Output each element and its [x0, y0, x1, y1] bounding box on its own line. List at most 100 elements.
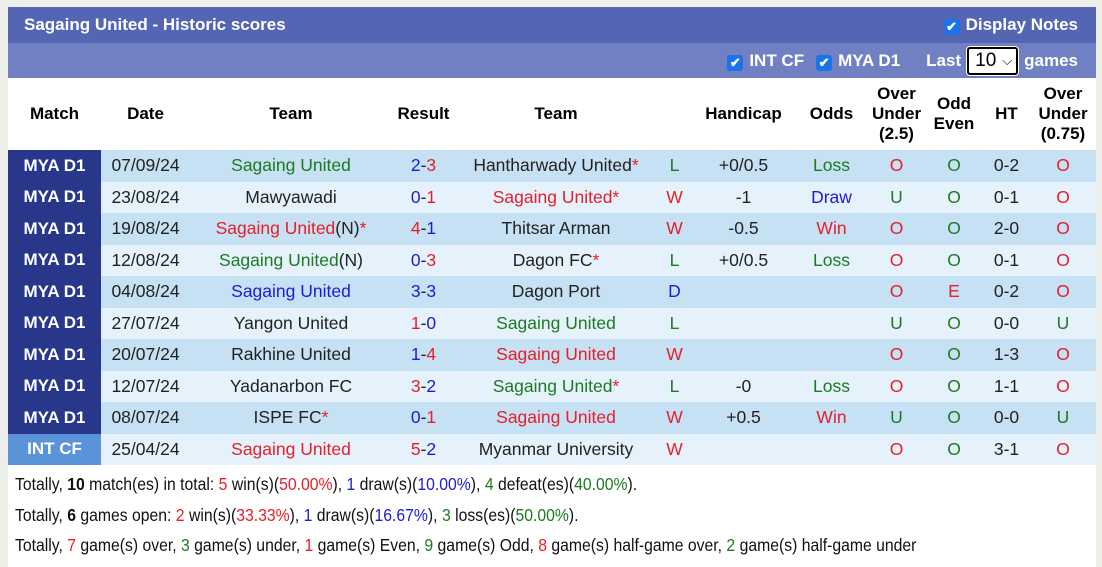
page-title: Sagaing United - Historic scores — [24, 15, 286, 34]
home-score: 0 — [410, 407, 421, 428]
summary-line: Totally, 10 match(es) in total: 5 win(s)… — [15, 469, 982, 500]
home-score: 4 — [410, 218, 421, 239]
checkbox-checked-icon[interactable]: ✔ — [816, 54, 833, 71]
home-score: 1 — [410, 312, 421, 333]
match-league[interactable]: MYA D1 — [8, 181, 101, 213]
team-name: Thitsar Arman — [501, 218, 611, 239]
over-under-2-5: O — [868, 339, 925, 371]
match-league[interactable]: MYA D1 — [8, 276, 101, 308]
half-time-score: 1-1 — [983, 370, 1030, 402]
match-league[interactable]: MYA D1 — [8, 150, 101, 182]
table-row[interactable]: MYA D1 27/07/24 Yangon United 1-0 Sagaing Un… — [8, 307, 1096, 339]
half-time-score: 0-2 — [983, 276, 1030, 308]
team-name: Sagaing United — [496, 407, 616, 428]
column-header-half-time: HT — [983, 78, 1030, 150]
handicap — [692, 433, 795, 465]
match-date: 12/08/24 — [101, 244, 190, 276]
result-cell[interactable]: 4-1 — [392, 213, 455, 245]
match-league[interactable]: MYA D1 — [8, 402, 101, 434]
table-row[interactable]: INT CF 25/04/24 Sagaing United 5-2 Myanmar U… — [8, 433, 1096, 465]
handicap — [692, 307, 795, 339]
odds-result — [795, 307, 868, 339]
result-cell[interactable]: 0-1 — [392, 181, 455, 213]
odd-even: O — [925, 150, 983, 182]
team-cell: Sagaing United(N) — [190, 244, 392, 276]
filter-mya-d1[interactable]: ✔ MYA D1 — [816, 51, 900, 71]
team-cell: Sagaing United — [455, 402, 657, 434]
half-time-score: 0-2 — [983, 150, 1030, 182]
column-header-match: Match — [8, 78, 101, 150]
over-under-0-75: O — [1030, 213, 1096, 245]
summary-segment: Totally, — [15, 474, 68, 494]
home-score: 0 — [410, 249, 421, 270]
summary-segment: 1 — [346, 474, 356, 494]
match-date: 19/08/24 — [101, 213, 190, 245]
games-count-select[interactable]: 10 ⌵ — [967, 46, 1019, 75]
outcome: L — [657, 150, 692, 182]
summary-segment: game(s) half-game under — [735, 535, 917, 555]
outcome: L — [657, 244, 692, 276]
table-row[interactable]: MYA D1 08/07/24 ISPE FC* 0-1 Sagaing United W… — [8, 402, 1096, 434]
result-cell[interactable]: 1-0 — [392, 307, 455, 339]
historic-scores-panel: Sagaing United - Historic scores ✔ Displa… — [8, 7, 1096, 567]
result-cell[interactable]: 5-2 — [392, 433, 455, 465]
over-under-2-5: O — [868, 244, 925, 276]
team-cell: Sagaing United* — [455, 181, 657, 213]
home-score: 3 — [410, 375, 421, 396]
away-score: 2 — [426, 375, 437, 396]
summary-segment: 33.33% — [236, 504, 290, 525]
odds-result: Win — [795, 402, 868, 434]
over-under-2-5: O — [868, 213, 925, 245]
summary-segment: 3 — [441, 504, 451, 525]
result-cell[interactable]: 1-4 — [392, 339, 455, 371]
table-row[interactable]: MYA D1 04/08/24 Sagaing United 3-3 Dagon Por… — [8, 276, 1096, 308]
odds-result — [795, 339, 868, 371]
odds-result: Win — [795, 213, 868, 245]
table-row[interactable]: MYA D1 20/07/24 Rakhine United 1-4 Sagaing U… — [8, 339, 1096, 371]
summary-segment: game(s) over, — [75, 535, 182, 555]
summary-segment: 6 — [67, 504, 76, 525]
result-cell[interactable]: 2-3 — [392, 150, 455, 182]
match-league[interactable]: MYA D1 — [8, 213, 101, 245]
display-notes-toggle[interactable]: ✔ Display Notes — [943, 15, 1078, 35]
match-league[interactable]: MYA D1 — [8, 339, 101, 371]
team-cell: Dagon Port — [455, 276, 657, 308]
summary-segment: 10 — [67, 474, 85, 494]
score-separator: - — [420, 218, 427, 239]
summary-segment: ). — [627, 474, 638, 494]
scores-table: Match Date Team Result Team Handicap Odds Over U… — [8, 78, 1096, 465]
result-cell[interactable]: 0-3 — [392, 244, 455, 276]
match-league[interactable]: MYA D1 — [8, 370, 101, 402]
table-row[interactable]: MYA D1 12/07/24 Yadanarbon FC 3-2 Sagaing Un… — [8, 370, 1096, 402]
filter-int-cf[interactable]: ✔ INT CF — [727, 51, 804, 71]
summary-segment: ), — [470, 474, 485, 494]
table-row[interactable]: MYA D1 12/08/24 Sagaing United(N) 0-3 Dagon … — [8, 244, 1096, 276]
over-under-2-5: O — [868, 276, 925, 308]
star-marker: * — [612, 375, 620, 396]
result-cell[interactable]: 3-3 — [392, 276, 455, 308]
checkbox-checked-icon[interactable]: ✔ — [727, 54, 744, 71]
home-score: 2 — [410, 155, 421, 176]
odds-result: Loss — [795, 370, 868, 402]
checkbox-checked-icon[interactable]: ✔ — [943, 19, 960, 35]
odds-result — [795, 276, 868, 308]
handicap — [692, 276, 795, 308]
over-under-2-5: O — [868, 433, 925, 465]
team-name: Hantharwady United — [473, 155, 632, 176]
over-under-0-75: O — [1030, 276, 1096, 308]
match-league[interactable]: INT CF — [8, 433, 101, 465]
result-cell[interactable]: 0-1 — [392, 402, 455, 434]
table-row[interactable]: MYA D1 19/08/24 Sagaing United(N)* 4-1 Thits… — [8, 213, 1096, 245]
table-row[interactable]: MYA D1 23/08/24 Mawyawadi 0-1 Sagaing United… — [8, 181, 1096, 213]
last-label: Last — [926, 50, 962, 70]
filter-int-cf-label: INT CF — [749, 50, 805, 70]
result-cell[interactable]: 3-2 — [392, 370, 455, 402]
match-league[interactable]: MYA D1 — [8, 307, 101, 339]
column-header-outcome — [657, 78, 692, 150]
table-row[interactable]: MYA D1 07/09/24 Sagaing United 2-3 Hantharwa… — [8, 150, 1096, 182]
match-league[interactable]: MYA D1 — [8, 244, 101, 276]
home-score: 5 — [410, 438, 421, 459]
team-name: Sagaing United — [231, 155, 351, 176]
over-under-0-75: O — [1030, 370, 1096, 402]
summary-segment: draw(s)( — [312, 504, 375, 525]
